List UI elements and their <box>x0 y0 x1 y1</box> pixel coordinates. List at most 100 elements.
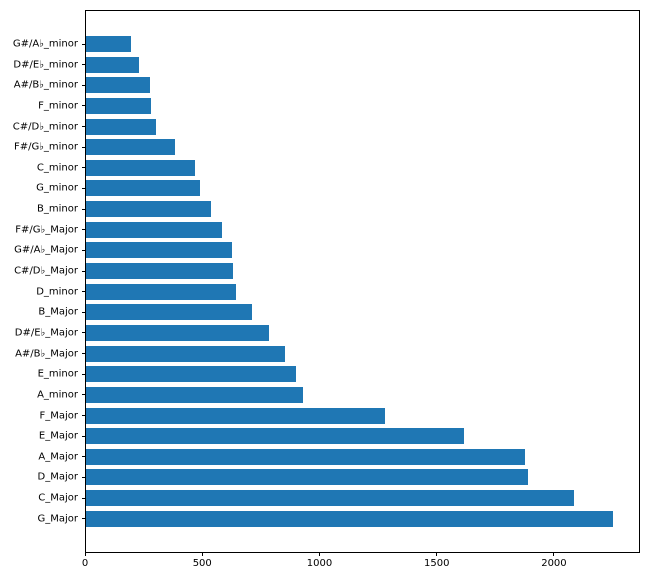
y-tick-label: D_minor <box>36 286 78 298</box>
y-tick-label: G#/A♭_minor <box>12 38 78 50</box>
bar <box>86 490 575 507</box>
bar-row: C#/D♭_Major <box>14 263 639 280</box>
bar-row: G#/A♭_Major <box>14 242 639 259</box>
y-tick-label: C#/D♭_Major <box>14 265 78 277</box>
bar-row: A_Major <box>38 448 639 465</box>
y-tick-mark <box>82 167 85 169</box>
bar <box>86 159 196 176</box>
bar-row: E_minor <box>38 366 639 383</box>
y-tick-label: F_Major <box>39 410 78 422</box>
y-tick-mark <box>82 291 85 293</box>
y-tick-label: D#/E♭_minor <box>13 59 78 71</box>
y-tick-label: C#/D♭_minor <box>12 121 78 133</box>
y-tick-label: F#/G♭_Major <box>15 224 78 236</box>
x-tick-label: 0 <box>81 558 89 569</box>
bar <box>86 304 252 321</box>
y-tick-mark <box>82 126 85 128</box>
bar-row: F#/G♭_Major <box>15 221 639 238</box>
y-tick-label: G_minor <box>36 182 78 194</box>
bar <box>86 345 286 362</box>
y-tick-mark <box>82 270 85 272</box>
bar <box>86 56 139 73</box>
y-tick-mark <box>82 64 85 66</box>
y-tick-mark <box>82 105 85 107</box>
y-tick-mark <box>82 456 85 458</box>
x-tick-label: 2000 <box>541 558 567 569</box>
y-tick-mark <box>82 208 85 210</box>
bar-row: B_Major <box>38 304 639 321</box>
bar <box>86 366 296 383</box>
bar-row: C_Major <box>38 490 639 507</box>
y-tick-mark <box>82 249 85 251</box>
y-tick-mark <box>82 84 85 86</box>
y-tick-mark <box>82 415 85 417</box>
bar-row: G_minor <box>36 180 639 197</box>
y-tick-label: C_minor <box>36 162 78 174</box>
bar <box>86 201 212 218</box>
bar <box>86 242 233 259</box>
bar-row: B_minor <box>37 201 639 218</box>
y-tick-mark <box>82 435 85 437</box>
y-tick-label: B_Major <box>38 306 78 318</box>
y-tick-mark <box>82 311 85 313</box>
bar-row: D#/E♭_minor <box>13 56 639 73</box>
bar <box>86 263 234 280</box>
y-tick-label: A_Major <box>38 451 78 463</box>
x-tick-mark <box>201 552 203 556</box>
y-tick-mark <box>82 394 85 396</box>
y-tick-label: G#/A♭_Major <box>14 244 78 256</box>
x-tick-label: 1000 <box>306 558 333 569</box>
bar <box>86 324 270 341</box>
y-tick-label: E_Major <box>38 430 78 442</box>
y-tick-mark <box>82 518 85 520</box>
bar-row: A_minor <box>37 386 639 403</box>
y-tick-mark <box>82 476 85 478</box>
bar-row: C#/D♭_minor <box>13 118 639 135</box>
bar <box>86 283 237 300</box>
y-tick-mark <box>82 373 85 375</box>
bar <box>86 97 151 114</box>
x-axis: 0 500 1000 1500 2000 <box>81 552 640 580</box>
bar <box>86 139 176 156</box>
plot-area: G#/A♭_minor D#/E♭_minor A#/B♭_minor F_minor… <box>13 10 640 569</box>
bar <box>86 469 529 486</box>
y-tick-mark <box>82 353 85 355</box>
bar <box>86 428 464 445</box>
y-tick-label: A#/B♭_Major <box>15 348 78 360</box>
y-tick-label: E_minor <box>37 368 78 380</box>
x-tick-mark <box>436 552 438 556</box>
y-tick-label: B_minor <box>37 203 78 215</box>
bar <box>86 77 150 94</box>
x-tick-mark <box>84 552 86 556</box>
bar-row: G#/A♭_minor <box>13 36 639 52</box>
y-tick-label: A#/B♭_minor <box>13 79 78 91</box>
bar-row: G_Major <box>37 510 639 527</box>
y-tick-label: G_Major <box>37 513 78 525</box>
y-tick-mark <box>82 146 85 148</box>
y-tick-label: D_Major <box>37 471 78 483</box>
bars-container: G#/A♭_minor D#/E♭_minor A#/B♭_minor F_minor… <box>13 11 639 552</box>
bar <box>86 180 201 197</box>
y-tick-label: F_minor <box>38 100 78 112</box>
bar-row: A#/B♭_minor <box>14 77 639 94</box>
bar-row: D_minor <box>36 283 639 300</box>
bar <box>86 36 131 52</box>
bar-row: D#/E♭_Major <box>15 324 639 341</box>
bar <box>86 448 526 465</box>
bar-row: F_minor <box>38 97 639 114</box>
y-tick-mark <box>82 43 85 45</box>
y-tick-mark <box>82 187 85 189</box>
bar-row: E_Major <box>39 428 639 445</box>
x-tick-label: 1500 <box>423 558 450 569</box>
x-tick-mark <box>318 552 320 556</box>
bar <box>86 510 613 527</box>
bar <box>86 386 304 403</box>
x-tick-label: 500 <box>192 558 212 569</box>
bar <box>86 407 386 424</box>
bar <box>86 221 222 238</box>
y-tick-label: C_Major <box>38 492 78 504</box>
x-tick-mark <box>553 552 555 556</box>
bar-row: F_Major <box>39 407 639 424</box>
bar-row: A#/B♭_Major <box>15 345 639 362</box>
